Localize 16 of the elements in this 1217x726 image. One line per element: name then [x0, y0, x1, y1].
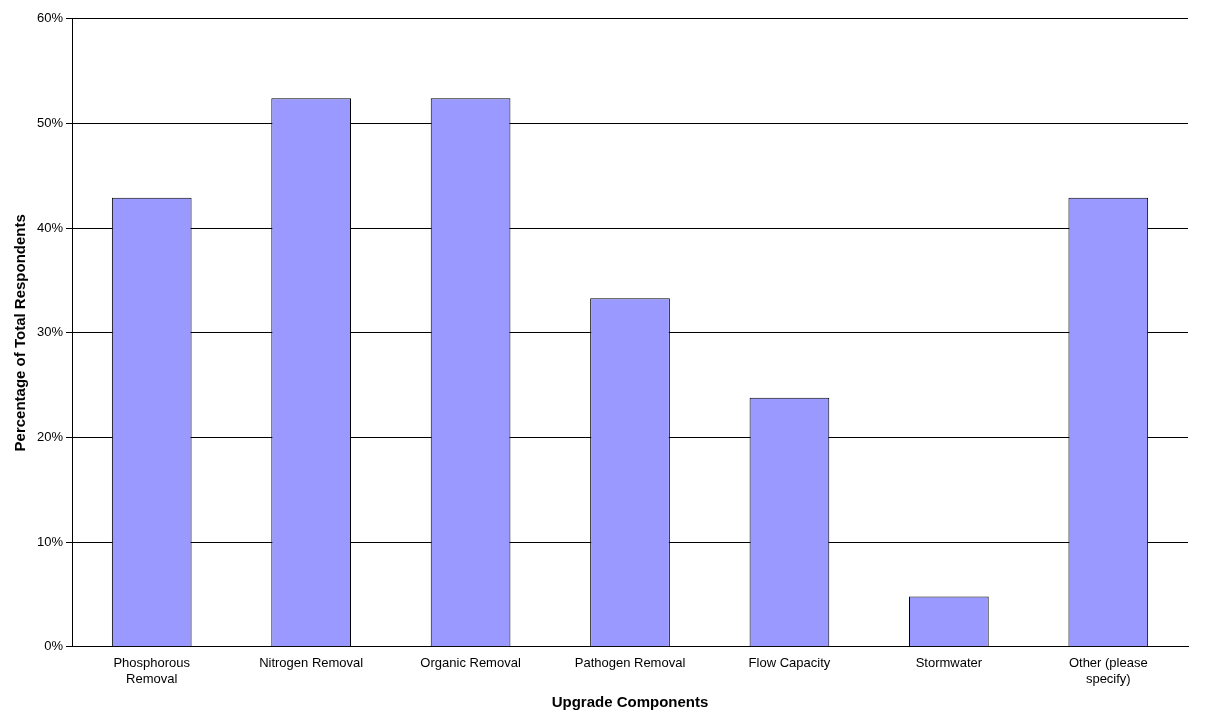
x-tick-label: Pathogen Removal	[574, 655, 686, 671]
y-tick-label: 30%	[36, 324, 64, 340]
x-tick-label: Other (please specify)	[1068, 655, 1148, 686]
x-tick-label: Nitrogen Removal	[259, 655, 364, 671]
y-tick-label: 40%	[36, 219, 64, 235]
y-tick-label: 60%	[36, 10, 64, 26]
x-tick-label: Stormwater	[915, 655, 983, 671]
x-tick-label: Phosphorous Removal	[113, 655, 191, 686]
y-tick-label: 10%	[36, 533, 64, 549]
y-tick-label: 0%	[44, 638, 64, 654]
y-axis-title: Percentage of Total Respondents	[11, 214, 29, 452]
x-axis-title: Upgrade Components	[551, 693, 709, 711]
y-tick-label: 50%	[36, 115, 64, 131]
x-tick-label: Flow Capacity	[748, 655, 831, 671]
x-tick-label: Organic Removal	[420, 655, 521, 671]
y-tick-label: 20%	[36, 429, 64, 445]
